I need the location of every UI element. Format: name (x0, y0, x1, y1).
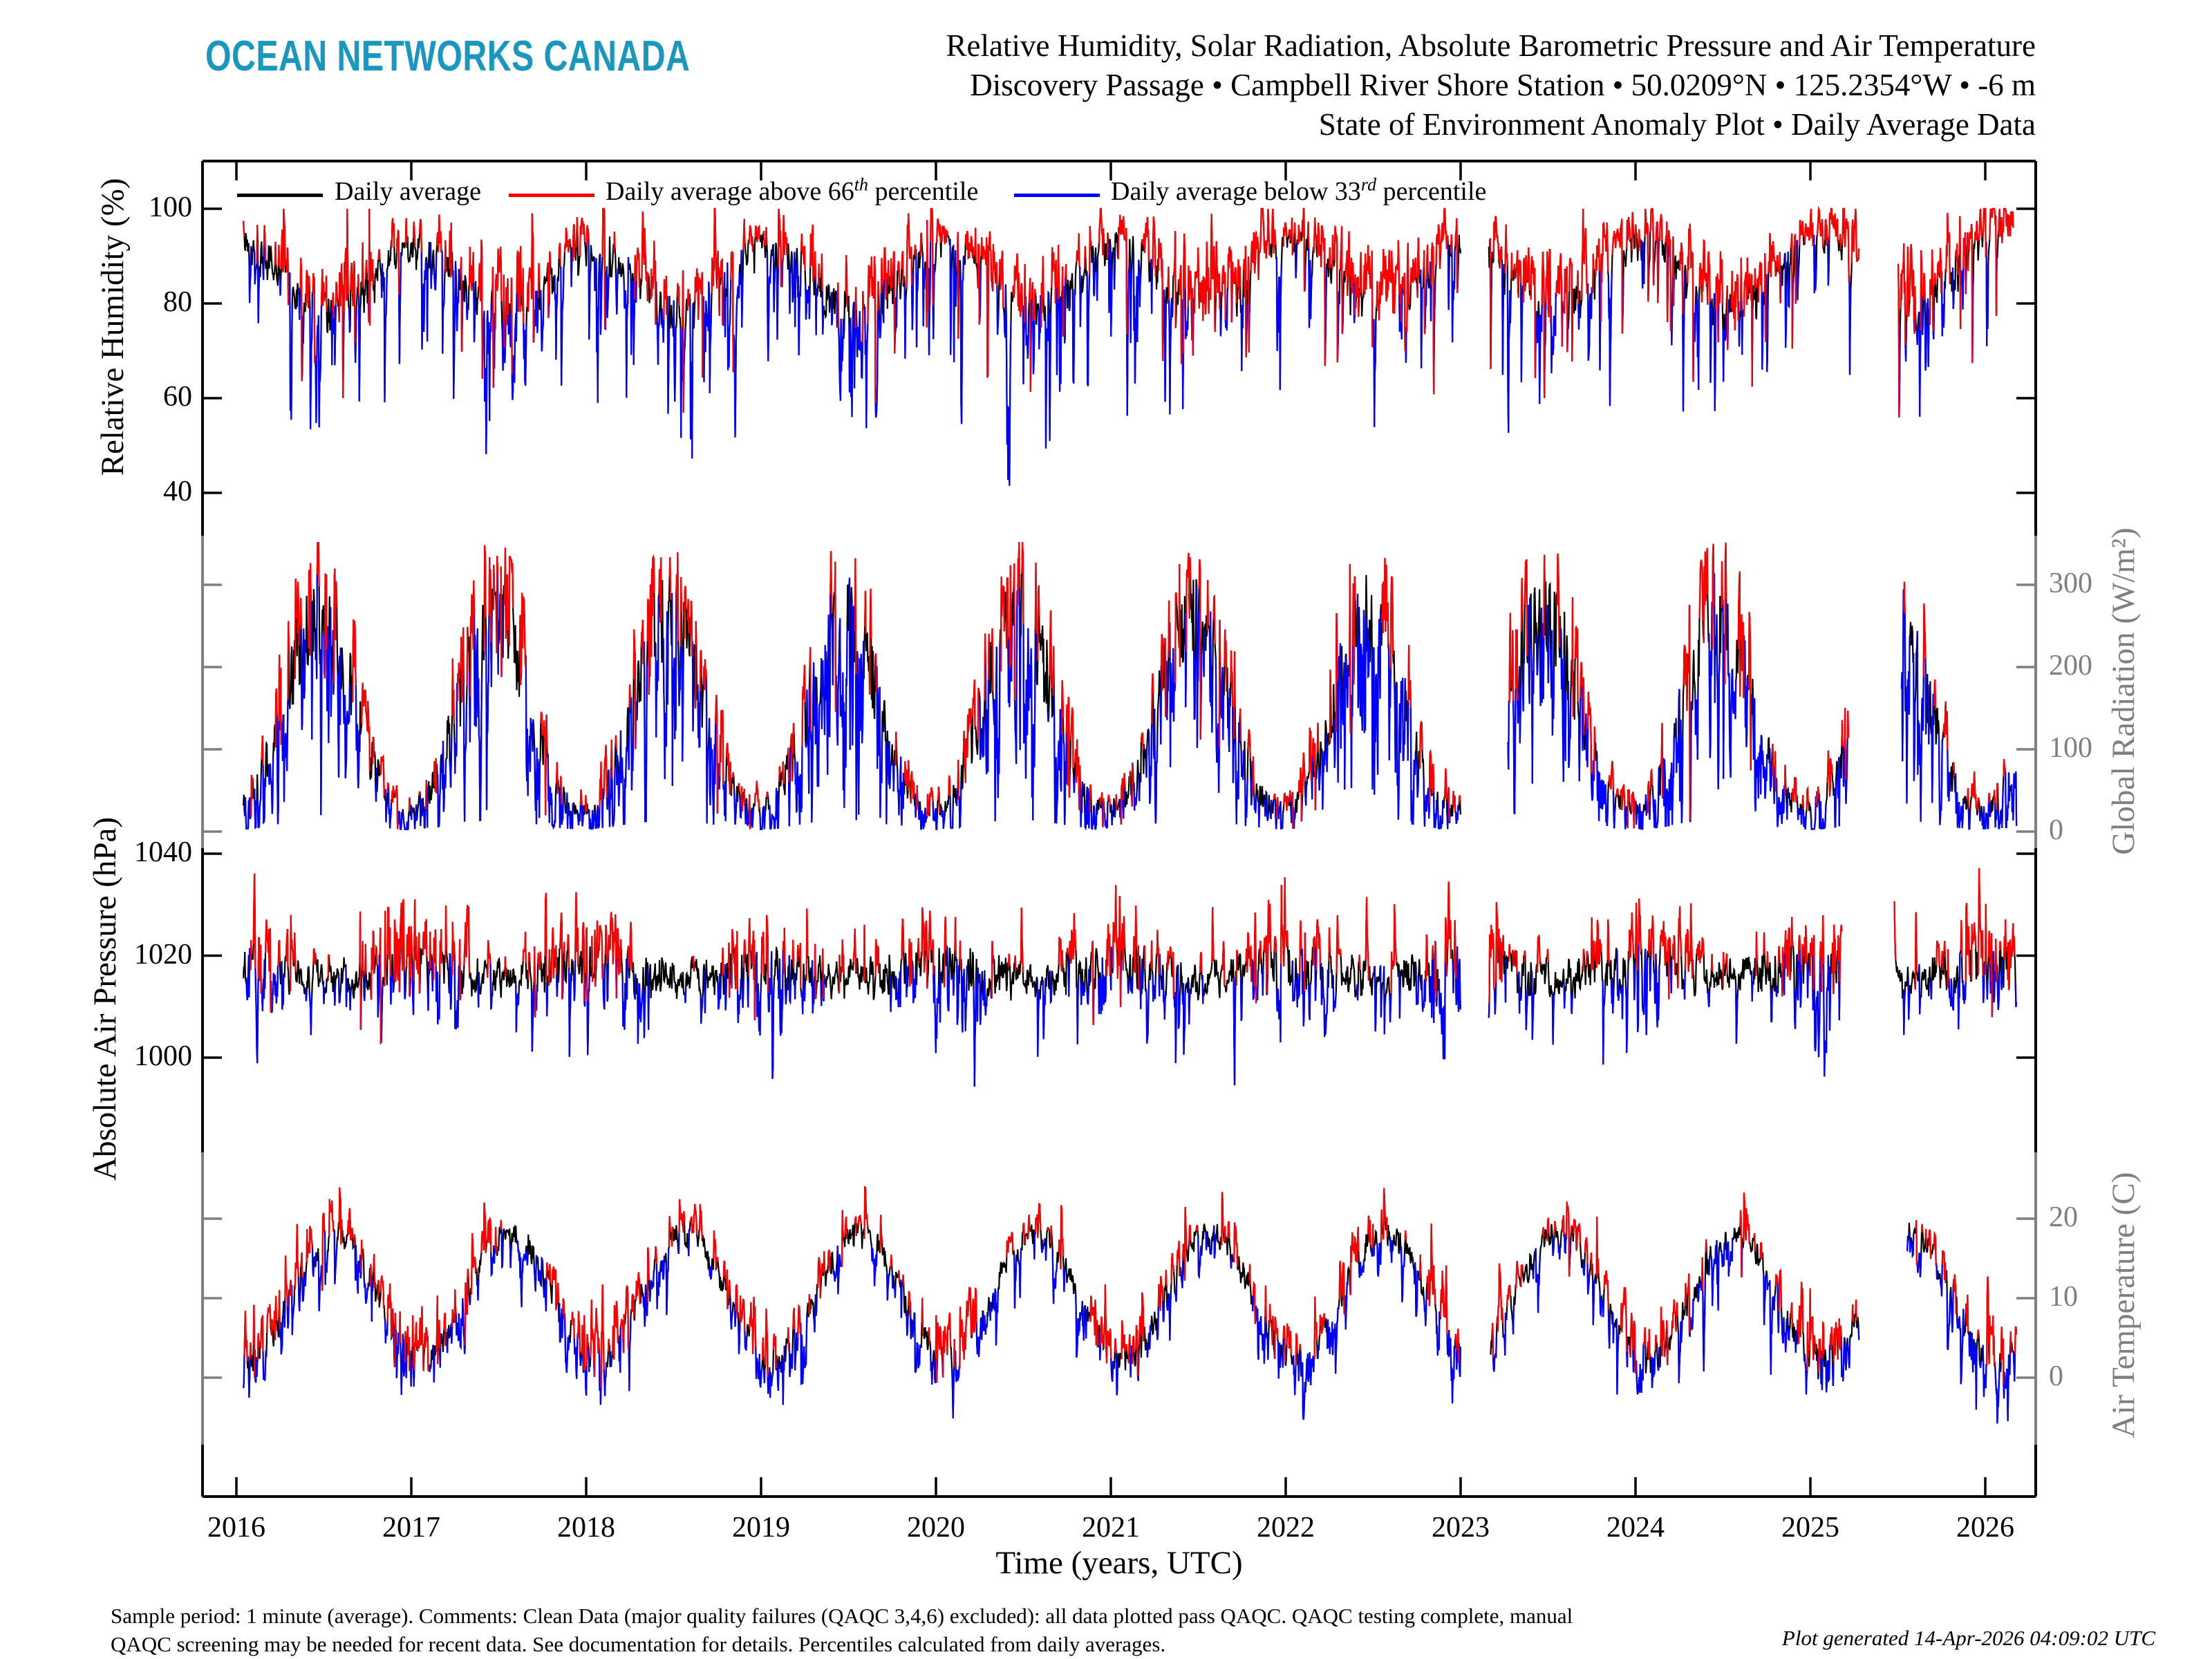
x-tick-label: 2024 (1606, 1512, 1665, 1544)
y-tick-label-relative_humidity: 60 (163, 381, 192, 413)
x-tick-label: 2026 (1956, 1512, 2014, 1544)
footer-comments-line2: QAQC screening may be needed for recent … (111, 1632, 1166, 1656)
y-tick-label-global_radiation: 0 (2049, 814, 2063, 846)
y-tick-label-air_temperature: 10 (2049, 1281, 2078, 1313)
legend-label-below-33rd: Daily average below 33rd percentile (1111, 176, 1486, 207)
y-axis-title-air-pressure: Absolute Air Pressure (hPa) (87, 816, 123, 1181)
legend-text: Daily average below 33 (1111, 177, 1361, 206)
y-tick-label-relative_humidity: 80 (163, 286, 192, 318)
x-tick-label: 2020 (907, 1512, 965, 1544)
x-tick-label: 2017 (382, 1512, 440, 1544)
y-tick-label-absolute_air_pressure: 1000 (134, 1040, 192, 1072)
series-air_temperature-above-66th (243, 1185, 2018, 1387)
plot-title-line2: Discovery Passage • Campbell River Shore… (970, 68, 2036, 102)
series-absolute_air_pressure-below-33rd (245, 911, 2018, 1087)
plot-title-line3: State of Environment Anomaly Plot • Dail… (1318, 107, 2036, 142)
x-tick-label: 2016 (207, 1512, 265, 1544)
plot-generated-timestamp: Plot generated 14-Apr-2026 04:09:02 UTC (1781, 1626, 2155, 1650)
legend-line-daily-average (237, 194, 323, 197)
x-tick-label: 2019 (732, 1512, 790, 1544)
y-tick-label-relative_humidity: 40 (163, 476, 192, 507)
x-tick-label: 2023 (1432, 1512, 1490, 1544)
footer-comments-line1: Sample period: 1 minute (average). Comme… (111, 1604, 1573, 1628)
series-air_temperature-daily-average (243, 1185, 2018, 1424)
y-tick-label-absolute_air_pressure: 1020 (134, 938, 192, 971)
series-relative_humidity-above-66th (243, 206, 2014, 418)
legend-text: percentile (868, 177, 979, 206)
x-tick-label: 2025 (1781, 1512, 1839, 1544)
ocean-networks-canada-logo: OCEAN NETWORKS CANADA (205, 32, 691, 80)
x-tick-label: 2022 (1257, 1512, 1315, 1544)
y-tick-label-global_radiation: 200 (2049, 650, 2092, 682)
series-global_radiation-above-66th (250, 542, 2007, 830)
legend-sup: rd (1360, 174, 1377, 195)
series-absolute_air_pressure-daily-average (243, 868, 2018, 1087)
legend-text: Daily average above 66 (606, 177, 854, 206)
plot-title-line1: Relative Humidity, Solar Radiation, Abso… (946, 28, 2036, 63)
series-absolute_air_pressure-above-66th (250, 868, 2016, 1043)
legend-text: percentile (1376, 177, 1487, 206)
x-tick-label: 2021 (1082, 1512, 1140, 1544)
legend-line-above-66th (509, 194, 594, 197)
y-tick-label-air_temperature: 20 (2049, 1201, 2078, 1233)
series-relative_humidity-below-33rd (248, 208, 1998, 486)
legend-sup: th (854, 174, 869, 195)
legend-line-below-33rd (1014, 194, 1100, 197)
legend-label-daily-average: Daily average (335, 176, 481, 207)
legend-text: Daily average (335, 177, 482, 206)
legend-label-above-66th: Daily average above 66th percentile (606, 176, 978, 207)
x-axis-title: Time (years, UTC) (995, 1545, 1243, 1581)
y-tick-label-air_temperature: 0 (2049, 1360, 2063, 1392)
y-tick-label-global_radiation: 100 (2049, 732, 2092, 764)
y-tick-label-relative_humidity: 100 (149, 191, 192, 223)
y-tick-label-absolute_air_pressure: 1040 (134, 836, 192, 868)
y-tick-label-global_radiation: 300 (2049, 568, 2092, 599)
plot-title: Relative Humidity, Solar Radiation, Abso… (946, 26, 2036, 144)
series-global_radiation-below-33rd (243, 558, 2018, 831)
x-tick-label: 2018 (557, 1512, 615, 1544)
